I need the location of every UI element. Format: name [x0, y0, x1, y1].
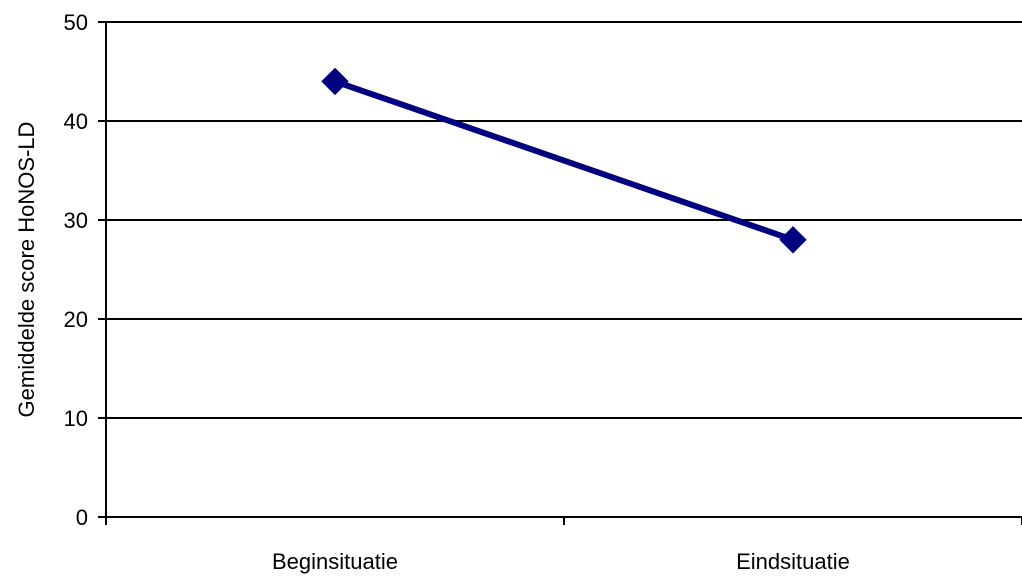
y-tick-label-10: 10: [64, 406, 88, 431]
y-axis-ticks: 0 10 20 30 40 50: [64, 10, 106, 530]
x-axis-ticks: Beginsituatie Eindsituatie: [105, 517, 1022, 574]
y-tick-label-40: 40: [64, 109, 88, 134]
x-tick-label-2: Eindsituatie: [736, 549, 850, 574]
gridlines: [106, 21, 1022, 419]
y-tick-label-50: 50: [64, 10, 88, 35]
x-tick-label-1: Beginsituatie: [272, 549, 398, 574]
series-line-1: [334, 78, 794, 243]
data-point-2: [779, 226, 807, 254]
y-axis-title: Gemiddelde score HoNOS-LD: [14, 122, 39, 418]
data-point-1: [321, 67, 349, 96]
series-group: [321, 67, 807, 254]
y-tick-label-0: 0: [76, 505, 88, 530]
y-tick-label-30: 30: [64, 208, 88, 233]
axes: [105, 22, 1022, 518]
y-tick-label-20: 20: [64, 307, 88, 332]
